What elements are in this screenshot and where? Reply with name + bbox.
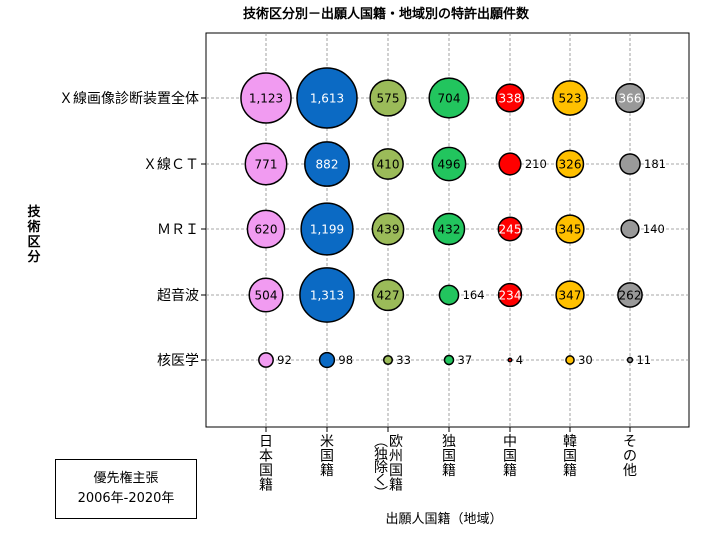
bubble [498,152,522,176]
data-label: 620 [255,223,278,237]
x-tick-label-sub: ︵独除く︶ [374,434,388,502]
x-tick-label: 中国籍 [503,434,517,479]
x-tick-label: 韓国籍 [563,434,577,479]
bubble [619,153,641,175]
bubble [240,72,292,124]
data-label: 882 [316,158,339,172]
note-line-2: 2006年-2020年 [77,491,175,506]
bubble [382,354,394,366]
bubble [497,216,523,242]
x-tick-label: 独国籍 [442,434,456,479]
data-label: 234 [499,289,522,303]
data-label: 427 [377,289,400,303]
bubble [296,67,358,129]
x-tick-label: 欧州国籍 [389,434,403,494]
data-label: 704 [438,92,461,106]
data-label: 504 [255,289,278,303]
data-label: 523 [559,92,582,106]
data-label: 1,313 [310,289,344,303]
bubble [614,82,646,114]
bubble [443,354,455,366]
data-label: 245 [499,223,522,237]
note-line-1: 優先権主張 [93,471,159,486]
data-label: 771 [255,158,278,172]
bubble [244,142,288,186]
x-tick-label: 米国籍 [320,434,334,479]
bubble [299,267,355,323]
data-label: 410 [377,158,400,172]
bubble [300,202,354,256]
data-label: 575 [377,92,400,106]
y-axis-label: 技術区分 [26,204,41,265]
data-label: 366 [619,92,642,106]
bubble [304,141,350,187]
bubble [438,284,460,306]
bubble [565,355,575,365]
bubble [617,282,643,308]
data-label: 37 [458,353,473,367]
bubble [371,212,405,246]
y-tick-label: ＭＲＩ [157,222,199,238]
bubble [372,148,404,180]
x-tick-label: 日本国籍 [259,434,273,494]
bubble [246,209,286,249]
bubble [626,356,634,364]
data-label: 496 [438,158,461,172]
data-label: 1,123 [249,92,283,106]
bubble [620,219,640,239]
data-label: 432 [438,223,461,237]
priority-claim-note: 優先権主張 2006年-2020年 [55,459,197,519]
bubble [318,351,336,369]
data-label: 347 [559,289,582,303]
bubble [497,282,523,308]
data-label: 181 [644,157,666,171]
y-tick-label: 核医学 [157,353,199,369]
data-label: 338 [499,92,522,106]
bubble [431,146,467,182]
bubble [428,77,470,119]
bubble [248,277,284,313]
y-tick-label: Ｘ線ＣＴ [143,157,199,173]
bubble [555,280,585,310]
bubble [495,83,525,113]
y-tick-label: Ｘ線画像診断装置全体 [59,90,199,107]
bubble [507,357,513,363]
data-label: 4 [516,353,523,367]
data-label: 1,199 [310,223,344,237]
data-label: 11 [636,353,651,367]
bubble [258,352,274,368]
bubble [371,278,405,312]
data-label: 164 [463,288,485,302]
data-label: 98 [338,353,353,367]
data-label: 326 [559,158,582,172]
y-tick-label: 超音波 [157,287,199,304]
plot-frame [205,32,690,428]
data-label: 33 [396,353,411,367]
x-tick-label: その他 [623,434,637,479]
data-label: 210 [525,157,547,171]
bubble [369,79,407,117]
chart-title: 技術区分別－出願人国籍・地域別の特許出願件数 [243,6,530,22]
data-label: 262 [619,289,642,303]
data-label: 345 [559,223,582,237]
bubble [552,80,588,116]
data-label: 30 [578,353,593,367]
data-label: 439 [377,223,400,237]
bubble [555,149,585,179]
data-label: 92 [277,353,292,367]
data-label: 1,613 [310,92,344,106]
x-axis-label: 出願人国籍（地域） [385,511,502,527]
bubble [432,212,466,246]
data-label: 140 [643,222,665,236]
bubble [555,214,585,244]
